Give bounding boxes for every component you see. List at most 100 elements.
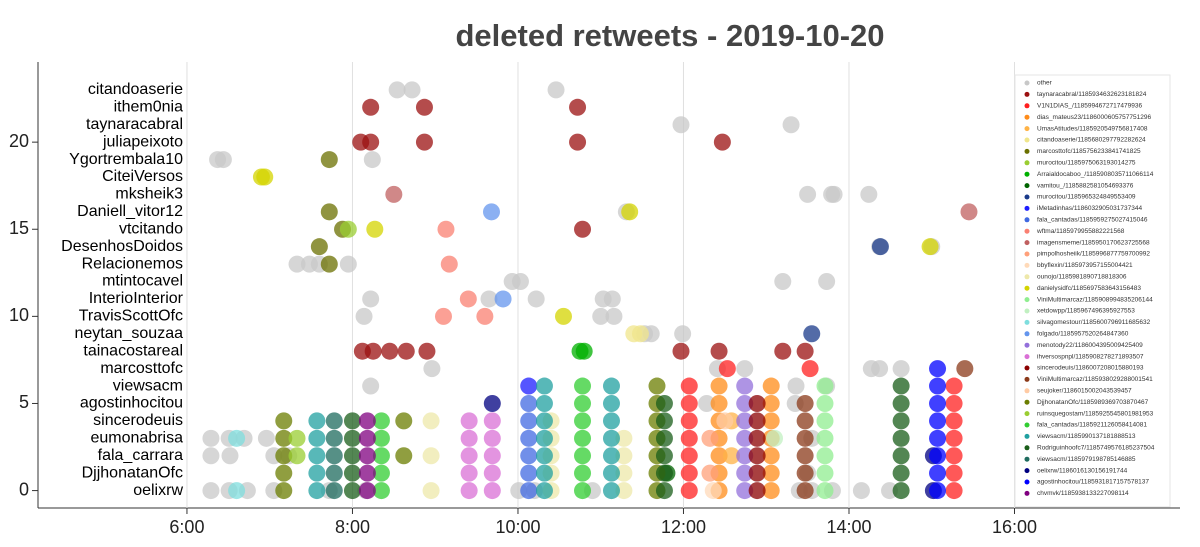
- point: [655, 482, 673, 500]
- row-label: viewsacm: [113, 377, 183, 394]
- point: [621, 203, 639, 221]
- legend-marker: [1024, 205, 1030, 211]
- point: [892, 447, 910, 465]
- legend-marker: [1024, 331, 1030, 337]
- point: [574, 429, 592, 447]
- point: [748, 482, 766, 500]
- legend-label: citandoaserie/1185680297792282624: [1037, 137, 1146, 144]
- point: [748, 464, 766, 482]
- point: [698, 394, 716, 412]
- point: [945, 482, 963, 500]
- point: [871, 360, 889, 378]
- legend-marker: [1024, 468, 1030, 474]
- point: [929, 482, 947, 500]
- point: [796, 394, 814, 412]
- point: [214, 151, 232, 169]
- x-tick-label: 16:00: [992, 517, 1037, 537]
- point: [816, 394, 834, 412]
- legend-label: folgado/1185957520264847360: [1037, 331, 1129, 338]
- point: [816, 412, 834, 430]
- point: [423, 360, 441, 378]
- point: [320, 255, 338, 273]
- point: [929, 429, 947, 447]
- point: [602, 464, 620, 482]
- legend-marker: [1024, 148, 1030, 154]
- point: [945, 412, 963, 430]
- point: [483, 394, 501, 412]
- point: [796, 429, 814, 447]
- point: [547, 81, 565, 99]
- row-label: InterioInterior: [89, 290, 184, 307]
- row-label: tainacostareal: [83, 342, 183, 359]
- point: [796, 464, 814, 482]
- row-label: DesenhosDoidos: [61, 238, 183, 255]
- legend-marker: [1024, 479, 1030, 485]
- row-label: DjjhonatanOfc: [82, 464, 183, 481]
- point: [945, 377, 963, 395]
- legend-label: ruinsquegostam/1185925545801981953: [1037, 410, 1154, 417]
- point: [762, 464, 780, 482]
- legend-label: ViniMultimarcaz/1185938029288001541: [1037, 376, 1153, 383]
- point: [748, 412, 766, 430]
- point: [574, 464, 592, 482]
- point: [372, 429, 390, 447]
- point: [710, 447, 728, 465]
- point: [395, 412, 413, 430]
- point: [385, 185, 403, 203]
- point: [358, 464, 376, 482]
- point: [320, 151, 338, 169]
- legend-marker: [1024, 456, 1030, 462]
- point: [275, 447, 293, 465]
- point: [736, 447, 754, 465]
- point: [892, 429, 910, 447]
- row-label: neytan_souzaa: [74, 325, 183, 342]
- point: [363, 151, 381, 169]
- row-label: mksheik3: [115, 186, 183, 203]
- point: [483, 412, 501, 430]
- point: [364, 342, 382, 360]
- point: [774, 342, 792, 360]
- point: [325, 412, 343, 430]
- row-label: juliapeixoto: [102, 133, 183, 150]
- point: [494, 290, 512, 308]
- legend-marker: [1024, 183, 1030, 189]
- point: [228, 482, 246, 500]
- point: [602, 394, 620, 412]
- point: [527, 290, 545, 308]
- legend-marker: [1024, 103, 1030, 109]
- point: [535, 482, 553, 500]
- point: [437, 220, 455, 238]
- point: [960, 203, 978, 221]
- point: [672, 116, 690, 134]
- point: [520, 429, 538, 447]
- legend-marker: [1024, 126, 1030, 132]
- point: [704, 482, 722, 500]
- point: [701, 464, 719, 482]
- y-tick-label: 5: [19, 392, 29, 412]
- point: [945, 429, 963, 447]
- legend-label: bbyflexin/1185973957155004421: [1037, 262, 1133, 269]
- point: [366, 220, 384, 238]
- point: [710, 377, 728, 395]
- legend-label: UmasAtitudes/1185920549756817408: [1037, 125, 1148, 132]
- row-label: Daniell_vitor12: [77, 203, 183, 220]
- legend-label: fala_cantadas/1185921126058414081: [1037, 422, 1147, 429]
- y-tick-label: 15: [9, 218, 29, 238]
- point: [762, 447, 780, 465]
- legend-label: Arraialdocaboo_/1185908035711066114: [1037, 171, 1154, 178]
- legend-marker: [1024, 285, 1030, 291]
- legend-marker: [1024, 274, 1030, 280]
- point: [483, 429, 501, 447]
- legend-marker: [1024, 80, 1030, 86]
- point: [221, 447, 239, 465]
- legend-label: murocitou/1185975063193014275: [1037, 160, 1136, 167]
- point: [710, 394, 728, 412]
- legend-marker: [1024, 160, 1030, 166]
- legend-label: sincerodeuis/1186007208015880193: [1037, 365, 1144, 372]
- point: [680, 464, 698, 482]
- y-tick-label: 0: [19, 479, 29, 499]
- point: [569, 98, 587, 116]
- point: [713, 133, 731, 151]
- point: [397, 342, 415, 360]
- point: [602, 429, 620, 447]
